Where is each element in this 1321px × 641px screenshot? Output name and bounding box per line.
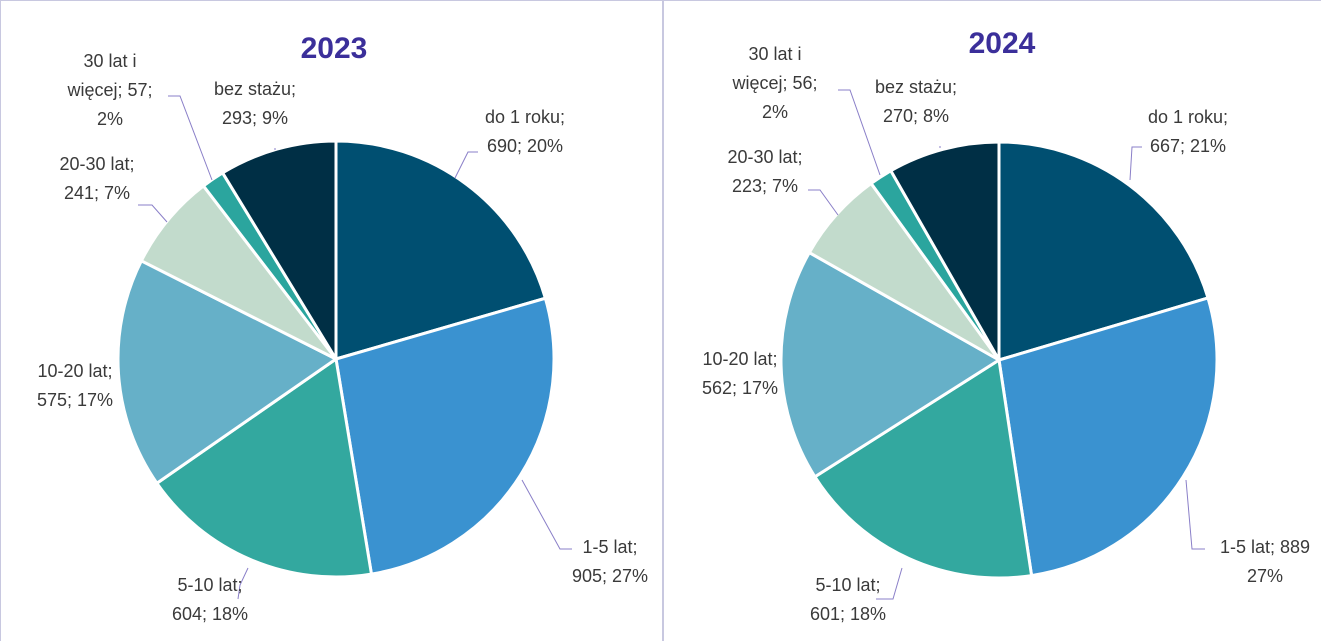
pie-slice xyxy=(997,140,1210,363)
data-label: 10-20 lat; xyxy=(702,349,777,369)
data-label: 1-5 lat; xyxy=(582,537,637,557)
data-label: 30 lat i xyxy=(83,51,136,71)
data-label: bez stażu; xyxy=(214,79,296,99)
panel-frame xyxy=(663,0,1321,641)
pie-slice xyxy=(779,250,1002,479)
data-label: 10-20 lat; xyxy=(37,361,112,381)
leader-line xyxy=(168,95,213,181)
pie-slice xyxy=(334,139,548,361)
data-label: 562; 17% xyxy=(702,378,778,398)
data-label: 270; 8% xyxy=(883,106,949,126)
data-label: 2% xyxy=(762,102,788,122)
pie-slice xyxy=(220,139,338,365)
data-label: 223; 7% xyxy=(732,176,798,196)
pie-slice xyxy=(812,357,1034,580)
leader-line xyxy=(237,567,249,600)
data-label: 30 lat i xyxy=(748,44,801,64)
leader-line xyxy=(876,567,903,600)
data-label: 20-30 lat; xyxy=(727,147,802,167)
pie-slice xyxy=(154,356,374,579)
data-label: 2% xyxy=(97,109,123,129)
data-label: 20-30 lat; xyxy=(59,154,134,174)
data-label: do 1 roku; xyxy=(485,107,565,127)
leader-line xyxy=(1129,146,1142,181)
data-label: 667; 21% xyxy=(1150,136,1226,156)
leader-line xyxy=(1185,479,1205,550)
data-label: 601; 18% xyxy=(810,604,886,624)
data-label: więcej; 56; xyxy=(731,73,817,93)
leader-line xyxy=(454,151,478,179)
data-label: 604; 18% xyxy=(172,604,248,624)
data-label: 5-10 lat; xyxy=(177,575,242,595)
data-label: 293; 9% xyxy=(222,108,288,128)
data-label: do 1 roku; xyxy=(1148,107,1228,127)
pie-slice xyxy=(997,296,1219,578)
data-label: 575; 17% xyxy=(37,390,113,410)
leader-line xyxy=(808,189,839,216)
leader-line xyxy=(521,479,572,550)
data-label: 905; 27% xyxy=(572,566,648,586)
chart-title: 2023 xyxy=(301,32,368,65)
pie-slice xyxy=(334,296,556,576)
panel-frame xyxy=(0,0,663,641)
data-label: 27% xyxy=(1247,566,1283,586)
pie-slice xyxy=(888,140,1001,366)
data-label: więcej; 57; xyxy=(66,80,152,100)
data-label: 690; 20% xyxy=(487,136,563,156)
data-label: 241; 7% xyxy=(64,183,130,203)
data-label: 5-10 lat; xyxy=(815,575,880,595)
leader-line xyxy=(138,204,168,223)
data-label: 1-5 lat; 889 xyxy=(1220,537,1310,557)
leader-line xyxy=(838,89,881,176)
pie-slice xyxy=(116,258,339,486)
chart-title: 2024 xyxy=(969,27,1036,60)
data-label: bez stażu; xyxy=(875,77,957,97)
